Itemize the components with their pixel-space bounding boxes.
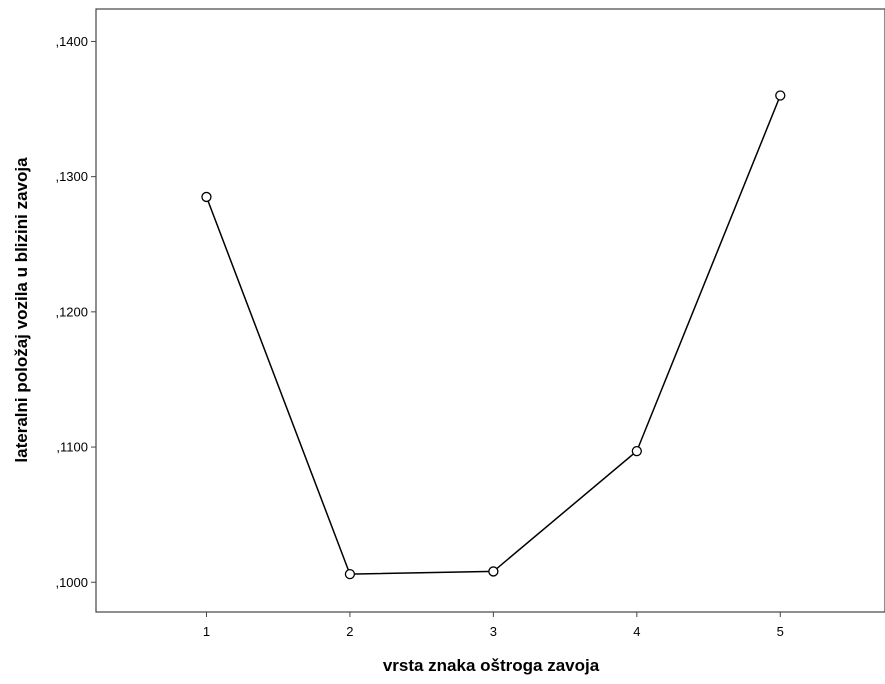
x-tick-label: 3 <box>490 624 497 639</box>
data-point <box>775 90 786 101</box>
y-axis: ,1000 ,1100 ,1200 ,1300 ,1400 <box>55 34 96 590</box>
data-point <box>631 445 642 457</box>
data-point <box>488 566 499 577</box>
x-axis: 1 2 3 4 5 <box>203 612 784 639</box>
y-tick-label: ,1100 <box>56 440 88 455</box>
x-tick-label: 2 <box>346 624 353 639</box>
plot-frame <box>95 8 885 613</box>
y-tick-label: ,1400 <box>55 34 88 49</box>
x-tick-label: 5 <box>777 624 784 639</box>
series-line <box>205 95 781 575</box>
y-tick-label: ,1000 <box>55 575 88 590</box>
x-tick-label: 4 <box>633 624 640 639</box>
y-tick-label: ,1200 <box>55 304 88 319</box>
y-tick-label: ,1300 <box>55 169 88 184</box>
data-point <box>344 568 356 580</box>
x-axis-title: vrsta znaka oštroga zavoja <box>383 656 600 675</box>
data-point <box>201 191 212 203</box>
y-axis-title: lateralni položaj vozila u blizini zavoj… <box>12 157 31 463</box>
series-layer <box>201 90 786 580</box>
x-tick-label: 1 <box>203 624 210 639</box>
